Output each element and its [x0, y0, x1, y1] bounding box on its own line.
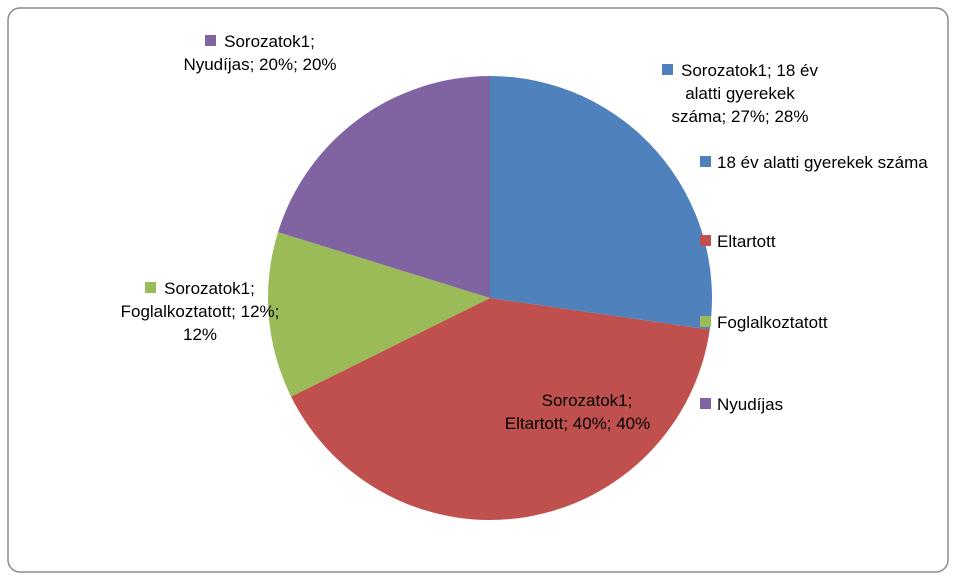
legend-key: [522, 394, 534, 405]
pie-slice: [291, 298, 710, 520]
data-label: Sorozatok1; Nyudíjas; 20%; 20%: [175, 30, 345, 76]
legend-entry: Eltartott: [700, 231, 776, 253]
legend-label: Foglalkoztatott: [717, 313, 828, 332]
legend-key: [145, 282, 157, 293]
data-label-text: Sorozatok1; Foglalkoztatott; 12%; 12%: [120, 279, 280, 344]
legend-key: [700, 316, 711, 327]
data-label: Sorozatok1; Eltartott; 40%; 40%: [495, 389, 660, 435]
legend-entry: Foglalkoztatott: [700, 312, 828, 334]
legend-label: Nyudíjas: [717, 395, 784, 414]
legend-entry: 18 év alatti gyerekek száma: [700, 152, 928, 174]
legend-key: [700, 235, 711, 246]
data-label-text: Sorozatok1; Eltartott; 40%; 40%: [504, 391, 651, 433]
legend-key: [661, 64, 673, 75]
data-label-text: Sorozatok1; 18 év alatti gyerekek száma;…: [671, 61, 819, 126]
data-label-text: Sorozatok1; Nyudíjas; 20%; 20%: [183, 32, 337, 74]
legend-label: 18 év alatti gyerekek száma: [717, 153, 928, 172]
data-label: Sorozatok1; Foglalkoztatott; 12%; 12%: [105, 277, 295, 346]
legend-key: [700, 398, 711, 409]
pie-slice: [268, 232, 490, 397]
pie-slice: [490, 76, 712, 330]
pie-slice: [278, 76, 490, 298]
legend-entry: Nyudíjas: [700, 394, 783, 416]
legend-key: [205, 35, 217, 46]
data-label: Sorozatok1; 18 év alatti gyerekek száma;…: [660, 59, 820, 128]
legend-label: Eltartott: [717, 232, 776, 251]
legend-key: [700, 156, 711, 167]
